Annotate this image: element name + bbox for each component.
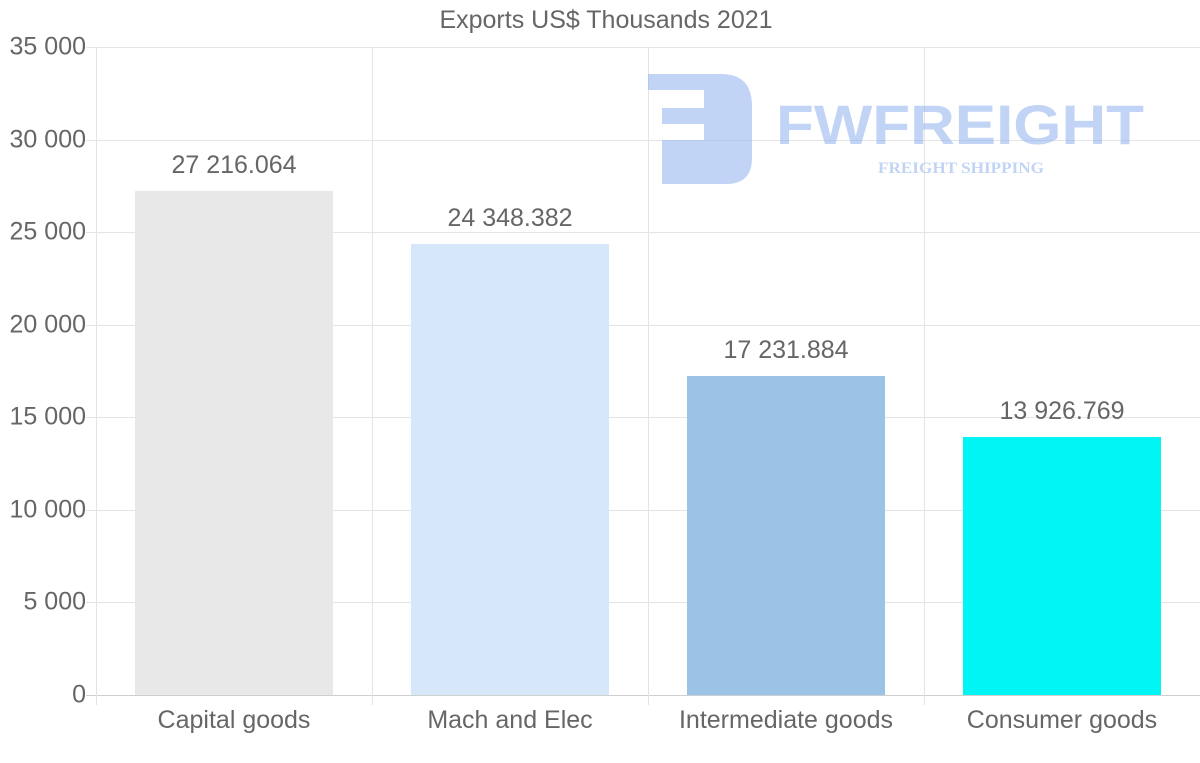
grid-line xyxy=(86,509,1200,511)
y-tick-35000: 35 000 xyxy=(9,32,86,61)
bar-value-label: 27 216.064 xyxy=(171,151,297,179)
y-tick-25000: 25 000 xyxy=(9,217,86,246)
grid-line xyxy=(86,139,1200,141)
x-tick-mach-and-elec: Mach and Elec xyxy=(427,706,593,734)
fwfreight-logo-watermark: FWFREIGHT FREIGHT SHIPPING xyxy=(648,74,1144,184)
svg-text:FREIGHT SHIPPING: FREIGHT SHIPPING xyxy=(878,160,1045,177)
x-tick-capital-goods: Capital goods xyxy=(157,706,311,734)
grid-line xyxy=(924,47,925,705)
y-tick-30000: 30 000 xyxy=(9,125,86,154)
x-tick-intermediate-goods: Intermediate goods xyxy=(678,706,894,734)
x-axis-line xyxy=(86,695,1200,696)
grid-line xyxy=(86,324,1200,326)
grid-line xyxy=(86,232,1200,234)
bar-capital-goods[interactable] xyxy=(135,191,333,695)
bar-mach-and-elec[interactable] xyxy=(411,244,609,695)
y-tick-0: 0 xyxy=(72,680,86,709)
grid-line xyxy=(648,47,649,705)
grid-line xyxy=(86,417,1200,419)
bar-intermediate-goods[interactable] xyxy=(687,376,885,695)
bar-value-label: 17 231.884 xyxy=(723,336,849,364)
svg-text:FWFREIGHT: FWFREIGHT xyxy=(776,93,1144,156)
y-tick-5000: 5 000 xyxy=(23,587,86,616)
y-tick-10000: 10 000 xyxy=(9,495,86,524)
chart-title: Exports US$ Thousands 2021 xyxy=(439,6,773,34)
bar-consumer-goods[interactable] xyxy=(963,437,1161,695)
plot-area: FWFREIGHT FREIGHT SHIPPING 27 216.064 24… xyxy=(86,47,1200,705)
grid-line xyxy=(86,602,1200,604)
bar-value-label: 13 926.769 xyxy=(999,397,1125,425)
y-tick-20000: 20 000 xyxy=(9,310,86,339)
bar-value-label: 24 348.382 xyxy=(447,204,573,232)
x-tick-consumer-goods: Consumer goods xyxy=(966,706,1158,734)
grid-line xyxy=(86,47,1200,48)
y-tick-15000: 15 000 xyxy=(9,402,86,431)
grid-line xyxy=(372,47,373,705)
grid-line xyxy=(96,47,97,705)
